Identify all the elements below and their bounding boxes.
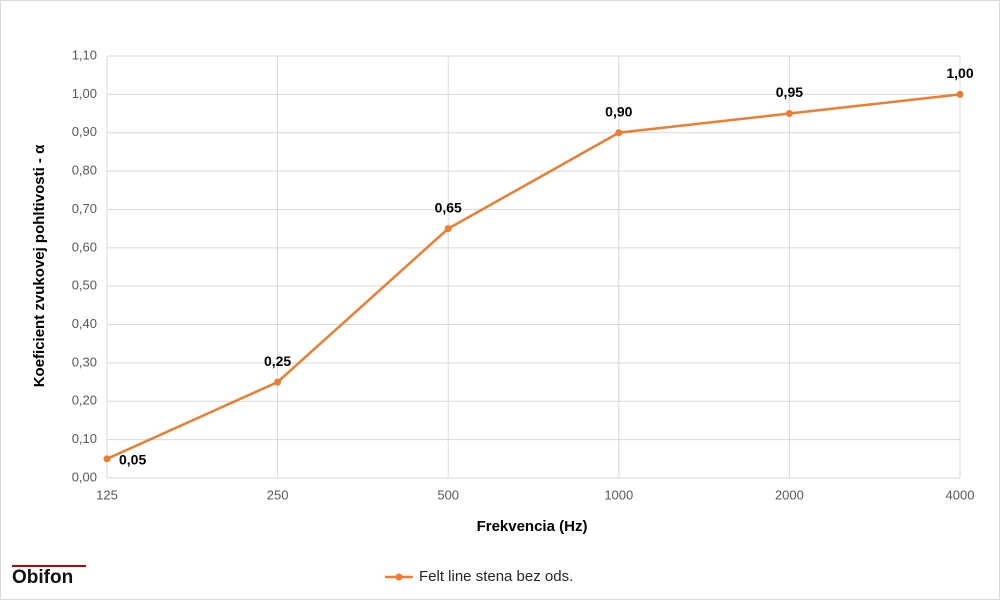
y-tick-label: 0,50 (72, 278, 97, 293)
y-tick-label: 0,20 (72, 393, 97, 408)
x-tick-label: 500 (437, 487, 459, 502)
y-tick-label: 0,80 (72, 163, 97, 178)
y-tick-label: 0,40 (72, 316, 97, 331)
y-tick-label: 0,10 (72, 431, 97, 446)
data-label: 0,95 (776, 84, 803, 100)
y-tick-label: 0,30 (72, 354, 97, 369)
data-label: 1,00 (946, 65, 973, 81)
data-label: 0,05 (119, 452, 146, 468)
logo: Obifon (12, 567, 73, 588)
x-tick-label: 250 (267, 487, 289, 502)
y-tick-label: 0,60 (72, 239, 97, 254)
point (956, 90, 964, 98)
legend-label: Felt line stena bez ods. (419, 568, 573, 585)
y-tick-label: 0,70 (72, 201, 97, 216)
x-axis-label: Frekvencia (Hz) (477, 518, 588, 535)
data-label: 0,25 (264, 353, 291, 369)
point (103, 455, 111, 463)
point (615, 129, 623, 137)
point (785, 110, 793, 118)
y-tick-label: 1,10 (72, 47, 97, 62)
series-line (106, 93, 961, 460)
x-tick-label: 1000 (604, 487, 633, 502)
x-tick-label: 4000 (946, 487, 975, 502)
x-tick-label: 125 (96, 487, 118, 502)
point (274, 378, 282, 386)
y-tick-label: 0,00 (72, 469, 97, 484)
legend-marker (395, 573, 403, 581)
data-label: 0,90 (605, 103, 632, 119)
point (444, 225, 452, 233)
y-axis-label: Koeficient zvukovej pohltivosti - α (31, 144, 48, 387)
data-label: 0,65 (435, 199, 462, 215)
x-tick-label: 2000 (775, 487, 804, 502)
y-tick-label: 1,00 (72, 86, 97, 101)
y-tick-label: 0,90 (72, 124, 97, 139)
